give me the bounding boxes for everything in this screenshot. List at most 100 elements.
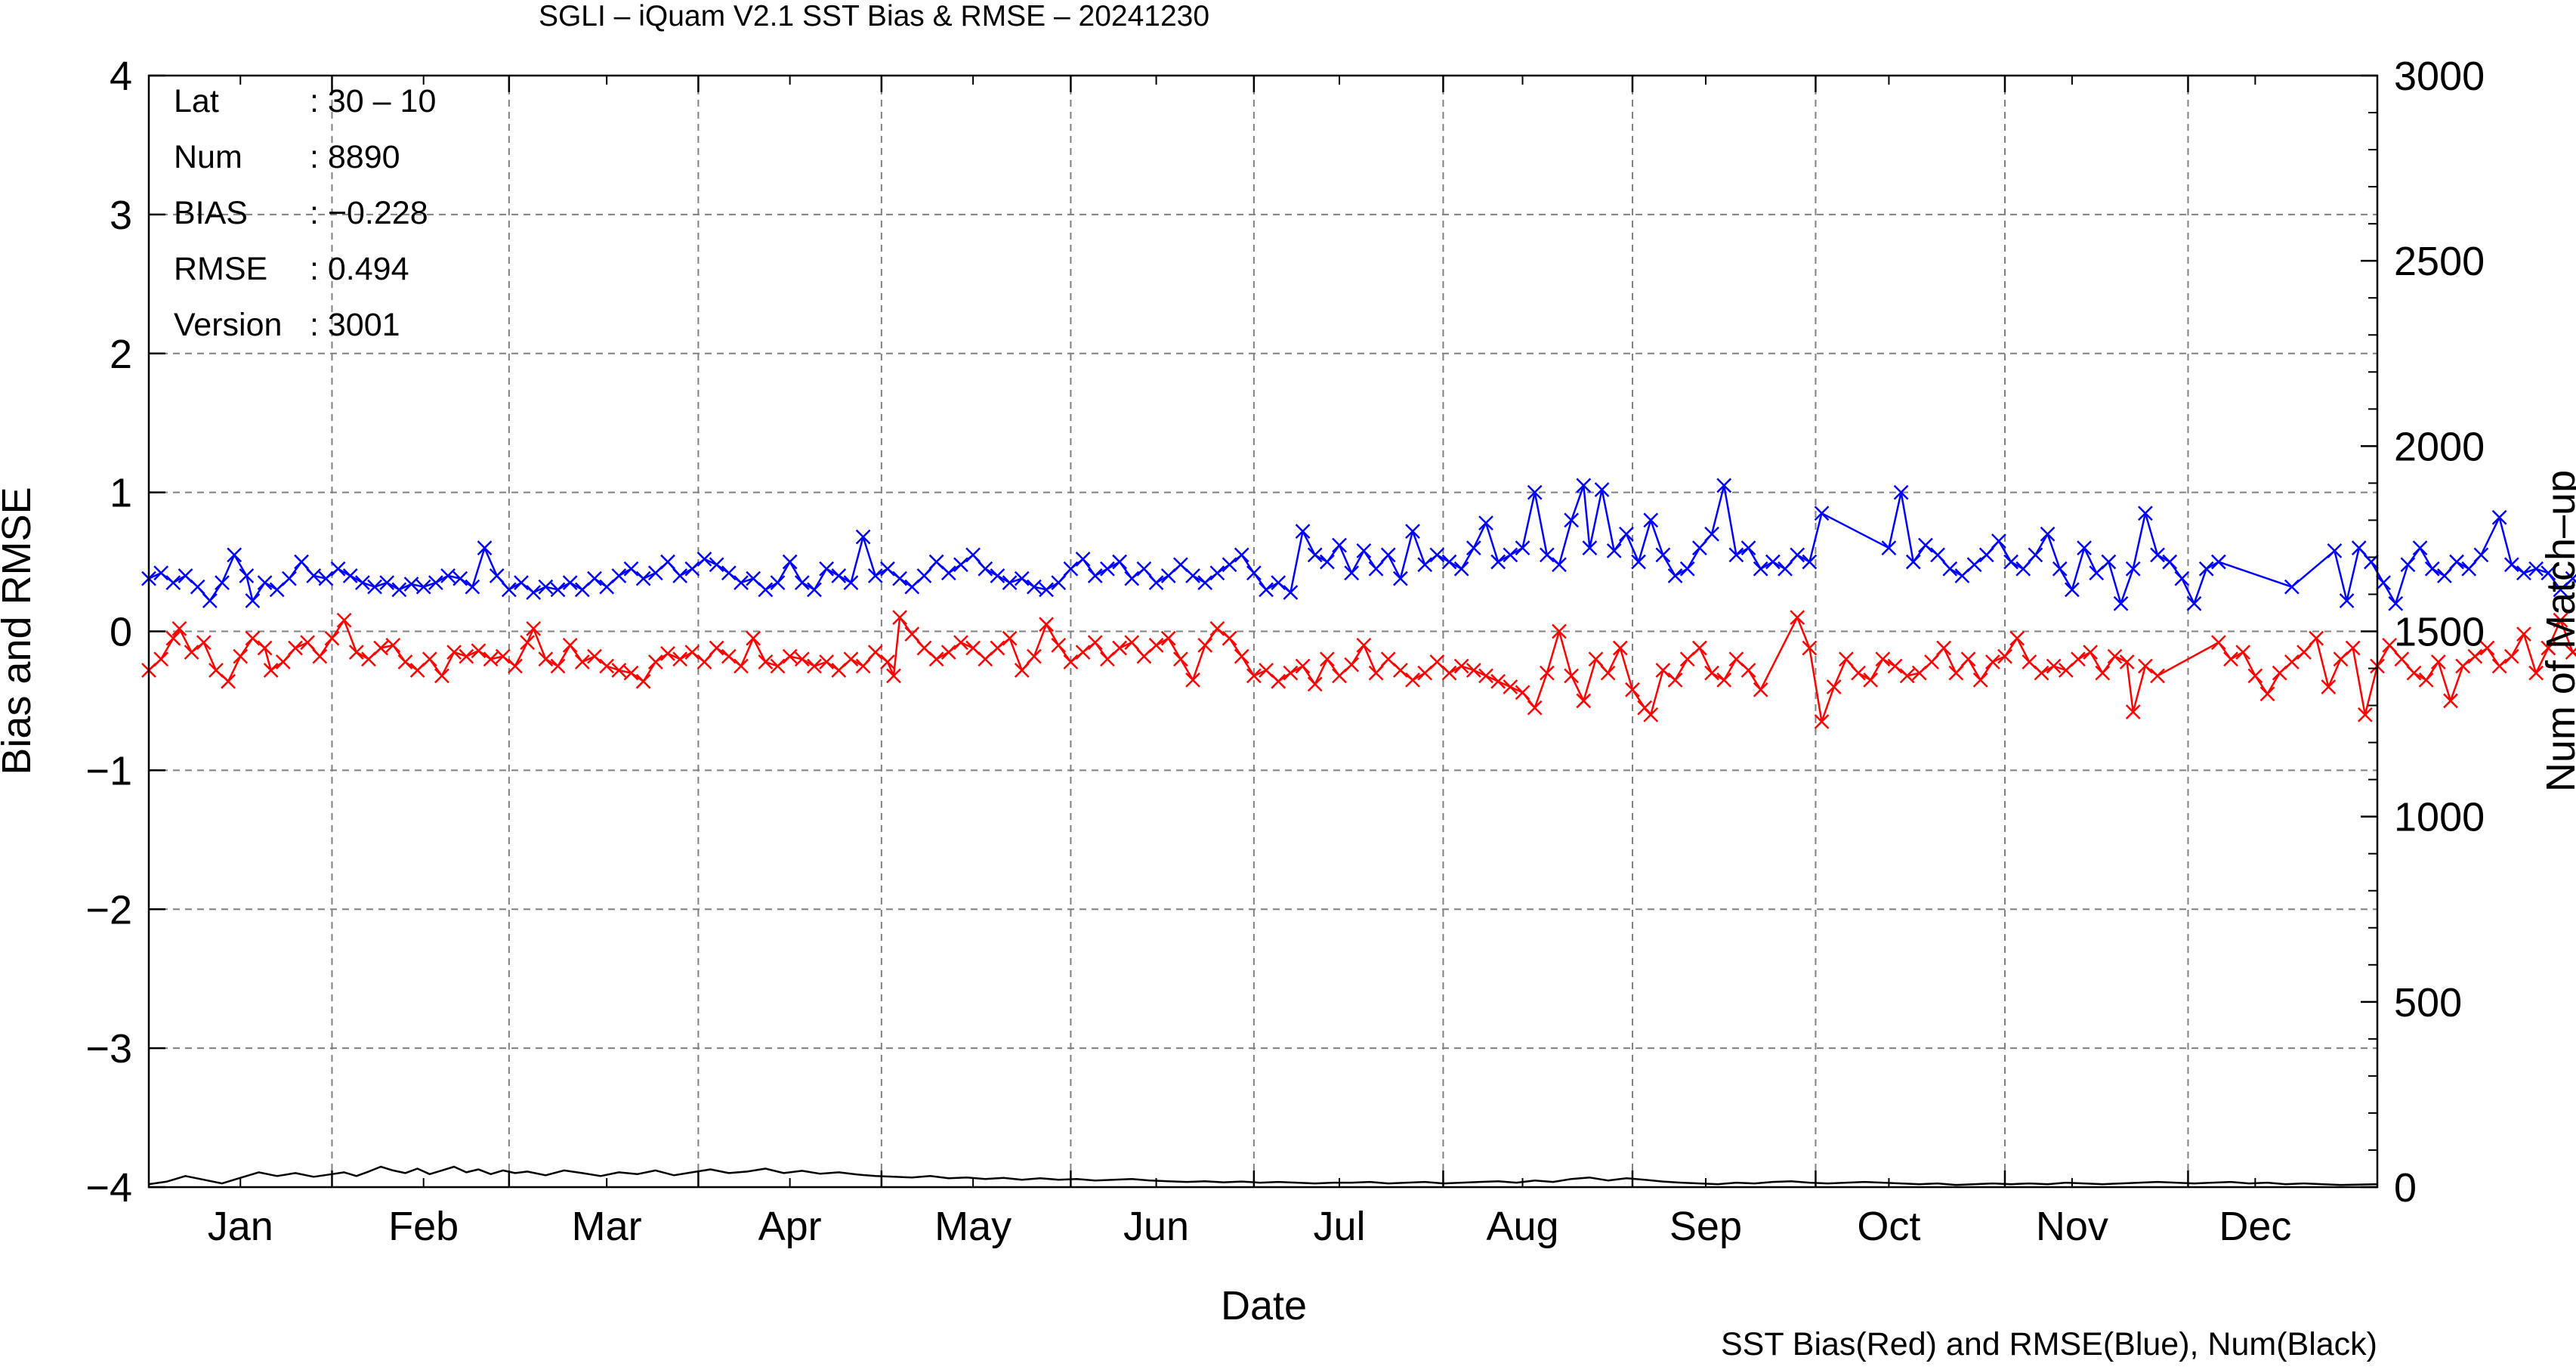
info-value: : 8890	[310, 139, 400, 175]
data-point-marker	[660, 554, 675, 570]
data-point-marker	[2406, 665, 2422, 681]
data-point-marker	[562, 575, 578, 591]
data-point-marker	[965, 547, 981, 563]
data-point-marker	[1924, 654, 1939, 670]
chart-title: SGLI – iQuam V2.1 SST Bias & RMSE – 2024…	[539, 0, 1209, 32]
data-point-marker	[354, 575, 370, 591]
data-point-marker	[2065, 582, 2080, 598]
data-point-marker	[1778, 561, 1793, 577]
data-point-marker	[397, 654, 413, 670]
x-tick-label: Apr	[758, 1204, 822, 1249]
data-point-marker	[1863, 672, 1879, 688]
data-point-marker	[1222, 630, 1237, 646]
data-point-marker	[611, 568, 627, 583]
data-point-marker	[2430, 654, 2446, 670]
data-point-marker	[514, 575, 529, 591]
y-tick-label: −1	[85, 748, 132, 793]
data-point-marker	[684, 645, 700, 660]
data-point-marker	[990, 640, 1005, 656]
data-point-marker	[1417, 665, 1433, 681]
data-point-marker	[1802, 640, 1818, 656]
x-tick-label: Dec	[2219, 1204, 2291, 1249]
data-point-marker	[1655, 547, 1671, 563]
data-point-marker	[746, 630, 761, 646]
data-point-marker	[2503, 557, 2519, 573]
data-point-marker	[1283, 665, 1299, 681]
data-point-marker	[1893, 484, 1909, 500]
data-point-marker	[1027, 648, 1042, 664]
data-point-marker	[1936, 640, 1952, 656]
data-point-marker	[941, 565, 956, 581]
data-point-marker	[434, 668, 449, 684]
data-point-marker	[2174, 571, 2190, 586]
data-point-marker	[1368, 561, 1384, 577]
data-point-marker	[794, 651, 810, 667]
x-tick-label: Oct	[1857, 1204, 1920, 1249]
data-point-marker	[684, 561, 700, 577]
data-point-marker	[2443, 693, 2458, 709]
data-point-marker	[599, 658, 615, 674]
data-point-marker	[1417, 557, 1433, 573]
data-point-marker	[978, 561, 993, 577]
data-point-marker	[324, 630, 340, 646]
data-point-marker	[2137, 658, 2153, 674]
data-point-marker	[904, 579, 920, 595]
data-point-marker	[245, 593, 261, 608]
data-point-marker	[348, 645, 364, 660]
data-point-marker	[2424, 561, 2440, 577]
data-point-marker	[2046, 658, 2062, 674]
y-tick-labels: 4 3 2 1 0 −1 −2 −3 −4	[85, 54, 132, 1211]
data-point-marker	[794, 575, 810, 591]
x-tick-label: Nov	[2036, 1204, 2108, 1249]
data-point-marker	[1576, 478, 1592, 493]
data-point-marker	[1002, 630, 1018, 646]
data-point-marker	[373, 640, 389, 656]
data-point-marker	[2101, 554, 2117, 570]
data-point-marker	[1051, 575, 1067, 591]
data-point-marker	[1527, 484, 1543, 500]
data-point-marker	[734, 658, 749, 674]
data-point-marker	[2357, 707, 2373, 722]
data-point-marker	[1222, 557, 1237, 573]
data-point-marker	[599, 579, 615, 595]
info-key: RMSE	[174, 251, 267, 287]
data-point-marker	[2351, 540, 2367, 556]
data-point-marker	[928, 651, 944, 667]
data-point-marker	[2394, 651, 2410, 667]
data-point-marker	[2540, 640, 2556, 656]
data-point-marker	[2437, 568, 2452, 583]
y-tick-label: −4	[85, 1165, 132, 1211]
data-point-marker	[2210, 635, 2226, 651]
data-point-marker	[196, 635, 212, 651]
y-axis-title: Bias and RMSE	[0, 487, 39, 775]
info-value: : 3001	[310, 307, 400, 343]
data-point-marker	[1259, 582, 1274, 598]
data-point-marker	[1655, 663, 1671, 678]
y2-tick-label: 2500	[2394, 239, 2485, 284]
data-point-marker	[1790, 610, 1805, 625]
y2-tick-label: 1500	[2394, 610, 2485, 655]
data-point-marker	[1704, 526, 1719, 542]
data-point-marker	[165, 630, 181, 646]
data-point-marker	[916, 640, 932, 656]
data-point-marker	[318, 571, 334, 586]
footnote: SST Bias(Red) and RMSE(Blue), Num(Black)	[1721, 1326, 2377, 1362]
data-point-marker	[880, 654, 895, 670]
data-point-marker	[1014, 663, 1030, 678]
data-point-marker	[1295, 524, 1311, 539]
data-point-marker	[635, 571, 651, 586]
data-point-marker	[1564, 668, 1580, 684]
data-point-marker	[2137, 506, 2153, 521]
data-point-marker	[1948, 665, 1964, 681]
data-point-marker	[2162, 554, 2178, 570]
data-point-marker	[1148, 638, 1164, 653]
info-value: : 0.494	[310, 251, 409, 287]
info-key: Lat	[174, 83, 219, 119]
data-point-marker	[1539, 665, 1555, 681]
data-point-marker	[2034, 665, 2049, 681]
data-point-marker	[1234, 648, 1249, 664]
data-point-marker	[1691, 540, 1707, 556]
data-point-marker	[1319, 651, 1335, 667]
data-point-marker	[1356, 543, 1372, 558]
